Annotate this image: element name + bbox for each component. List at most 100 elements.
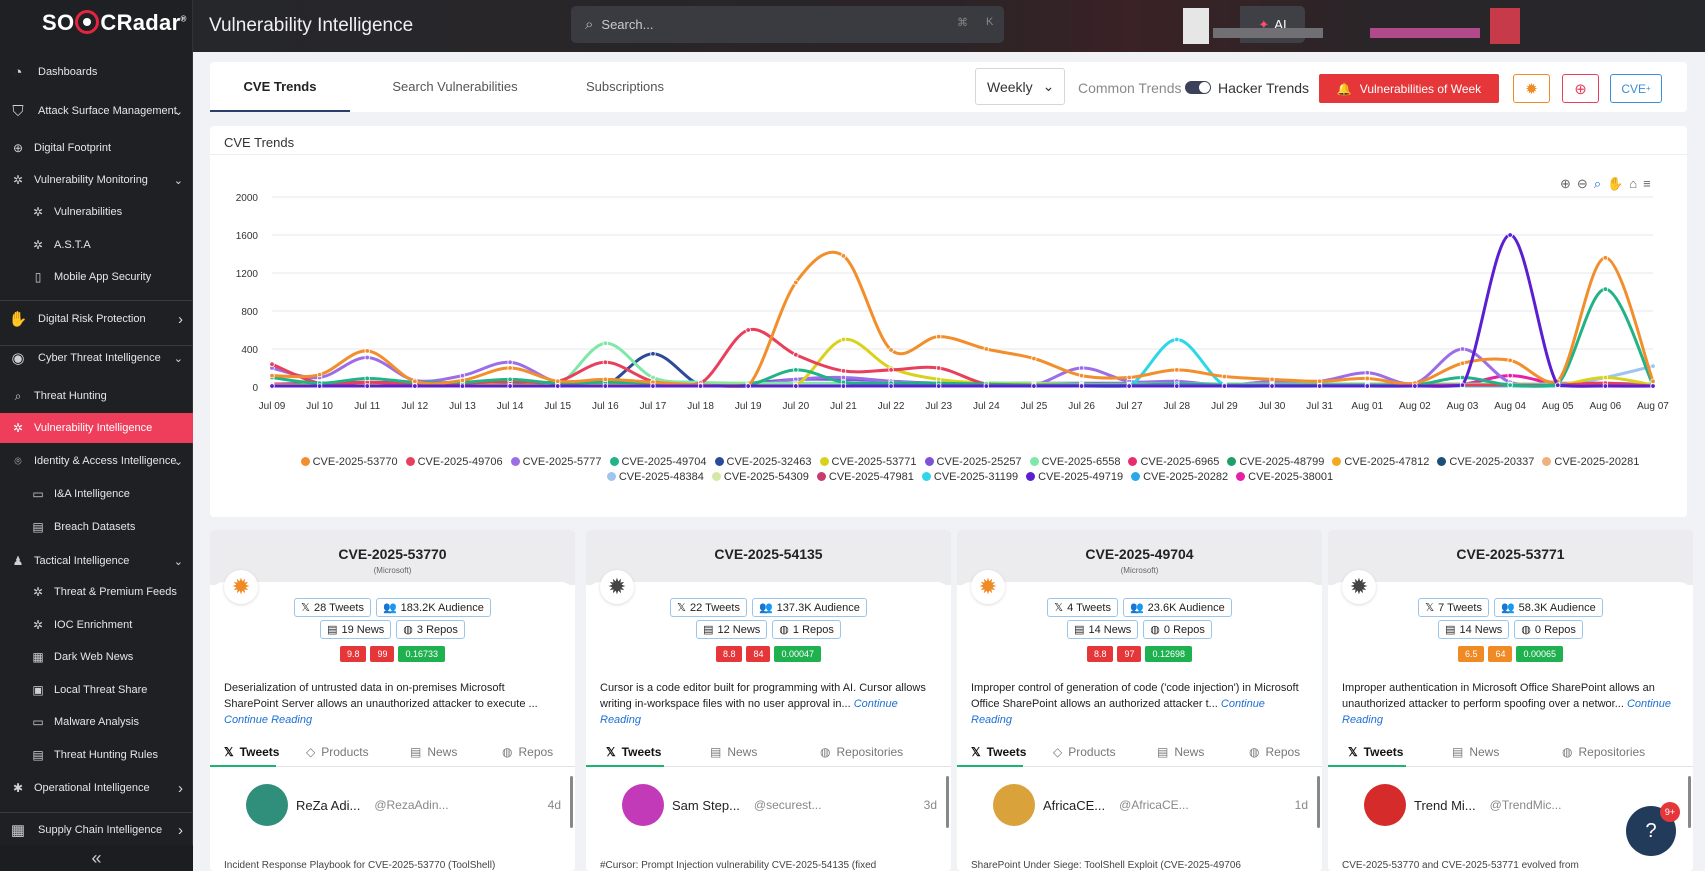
data-point[interactable] [983, 346, 990, 352]
scrollbar[interactable] [570, 776, 573, 828]
sidebar-item-ioc-enrichment[interactable]: ✲ IOC Enrichment [0, 610, 193, 640]
data-point[interactable] [793, 383, 799, 389]
data-point[interactable] [602, 340, 609, 346]
data-point[interactable] [459, 377, 466, 384]
data-point[interactable] [1459, 360, 1466, 366]
data-point[interactable] [745, 383, 751, 389]
scrollbar[interactable] [1317, 776, 1320, 828]
sidebar-item-identity-access-intelligence[interactable]: ⌾ Identity & Access Intelligence ⌄ [0, 446, 193, 476]
sidebar-item-attack-surface-management[interactable]: ⛉ Attack Surface Management ⌄ [0, 93, 193, 129]
period-select[interactable]: Weekly ⌄ [975, 68, 1065, 105]
data-point[interactable] [745, 327, 751, 333]
audience-pill[interactable]: 👥 23.6K Audience [1122, 598, 1232, 617]
data-point[interactable] [888, 367, 894, 373]
data-point[interactable] [1364, 375, 1370, 382]
data-point[interactable] [316, 383, 323, 389]
news-count-pill[interactable]: ▤ 19 News [320, 620, 392, 639]
data-point[interactable] [507, 365, 513, 371]
scrollbar[interactable] [946, 776, 949, 828]
tab-cve-trends[interactable]: CVE Trends [210, 62, 350, 112]
legend-item[interactable]: CVE-2025-31199 [921, 471, 1018, 483]
card-tab-repos[interactable]: ◍ Repos [502, 737, 553, 767]
data-point[interactable] [602, 359, 609, 365]
legend-item[interactable]: CVE-2025-47812 [1332, 456, 1429, 468]
card-tab-products[interactable]: ◇ Products [306, 737, 369, 767]
tab-subscriptions[interactable]: Subscriptions [585, 79, 665, 94]
legend-item[interactable]: CVE-2025-20281 [1542, 456, 1639, 468]
data-point[interactable] [1507, 382, 1513, 388]
data-point[interactable] [1078, 372, 1085, 379]
tweets-count-pill[interactable]: 𝕏 28 Tweets [294, 598, 371, 617]
data-point[interactable] [793, 367, 799, 373]
continue-reading-link[interactable]: Continue Reading [600, 698, 898, 726]
repos-count-pill[interactable]: ◍ 0 Repos [1514, 620, 1583, 639]
zoom-in-icon[interactable]: ⊕ [1560, 176, 1571, 191]
data-point[interactable] [1078, 365, 1085, 371]
cve-id[interactable]: CVE-2025-53770 [338, 546, 447, 562]
data-point[interactable] [1602, 255, 1609, 261]
sidebar-item-local-threat-share[interactable]: ▣ Local Threat Share [0, 675, 193, 705]
data-point[interactable] [364, 375, 370, 382]
avatar[interactable] [1183, 8, 1209, 44]
sidebar-item-threat-premium-feeds[interactable]: ✲ Threat & Premium Feeds [0, 577, 193, 607]
data-point[interactable] [1126, 383, 1132, 389]
sidebar-item-dashboards[interactable]: ◔ Dashboards [0, 54, 193, 90]
logo[interactable]: SO CRadar® [42, 10, 187, 35]
data-point[interactable] [1602, 286, 1609, 292]
data-point[interactable] [935, 365, 942, 371]
data-point[interactable] [412, 378, 418, 384]
data-point[interactable] [269, 383, 275, 389]
card-tab-repos[interactable]: ◍ Repos [1249, 737, 1300, 767]
flag-icon[interactable] [1490, 8, 1520, 44]
sidebar-item-malware-analysis[interactable]: ▭ Malware Analysis [0, 707, 193, 737]
data-point[interactable] [269, 361, 275, 367]
data-point[interactable] [364, 354, 370, 361]
data-point[interactable] [697, 383, 704, 389]
legend-item[interactable]: CVE-2025-32463 [714, 456, 812, 468]
data-point[interactable] [840, 253, 847, 259]
legend-item[interactable]: CVE-2025-48799 [1227, 456, 1324, 468]
data-point[interactable] [364, 383, 370, 389]
card-tab-tweets[interactable]: 𝕏 Tweets [586, 737, 664, 767]
data-point[interactable] [650, 383, 656, 389]
sidebar-item-tactical-intelligence[interactable]: ♟ Tactical Intelligence ⌄ [0, 546, 193, 576]
data-point[interactable] [888, 383, 894, 389]
data-point[interactable] [1459, 382, 1466, 388]
data-point[interactable] [1507, 372, 1513, 379]
data-point[interactable] [1364, 383, 1370, 389]
data-point[interactable] [1507, 357, 1513, 364]
legend-item[interactable]: CVE-2025-5777 [510, 456, 602, 468]
data-point[interactable] [1459, 346, 1466, 352]
sidebar-item-i-a-intelligence[interactable]: ▭ I&A Intelligence [0, 479, 193, 509]
data-point[interactable] [1650, 383, 1656, 389]
data-point[interactable] [1364, 370, 1370, 376]
zoom-out-icon[interactable]: ⊖ [1576, 176, 1588, 191]
pan-hand-icon[interactable]: ✋ [1607, 176, 1624, 191]
data-point[interactable] [1507, 232, 1513, 238]
legend-item[interactable]: CVE-2025-6558 [1029, 456, 1120, 468]
sidebar-item-a-s-t-a[interactable]: ✲ A.S.T.A [0, 230, 193, 260]
trends-toggle[interactable] [1185, 81, 1211, 94]
sidebar-item-threat-hunting[interactable]: ⌕ Threat Hunting [0, 381, 193, 411]
card-tab-news[interactable]: ▤ News [1157, 737, 1204, 767]
data-point[interactable] [935, 383, 942, 389]
sidebar-item-digital-footprint[interactable]: ⊕ Digital Footprint [0, 133, 193, 163]
sidebar-item-operational-intelligence[interactable]: ✱ Operational Intelligence › [0, 773, 193, 803]
legend-item[interactable]: CVE-2025-53770 [300, 456, 398, 468]
cve-id[interactable]: CVE-2025-54135 [714, 546, 823, 562]
data-point[interactable] [793, 279, 799, 286]
data-point[interactable] [1031, 383, 1037, 389]
card-tab-news[interactable]: ▤ News [710, 737, 757, 767]
card-tab-tweets[interactable]: 𝕏 Tweets [210, 737, 279, 767]
cve-id[interactable]: CVE-2025-49704 [1085, 546, 1194, 562]
zoom-select-icon[interactable]: ⌕ [1593, 176, 1602, 191]
news-count-pill[interactable]: ▤ 14 News [1067, 620, 1139, 639]
data-point[interactable] [1602, 374, 1609, 381]
data-point[interactable] [1174, 367, 1180, 373]
sidebar-item-cyber-threat-intelligence[interactable]: ◉ Cyber Threat Intelligence ⌄ [0, 340, 193, 376]
data-point[interactable] [650, 351, 656, 357]
sidebar-item-supply-chain-intelligence[interactable]: ▦ Supply Chain Intelligence › [0, 812, 193, 848]
data-point[interactable] [364, 348, 370, 354]
data-point[interactable] [555, 378, 561, 384]
